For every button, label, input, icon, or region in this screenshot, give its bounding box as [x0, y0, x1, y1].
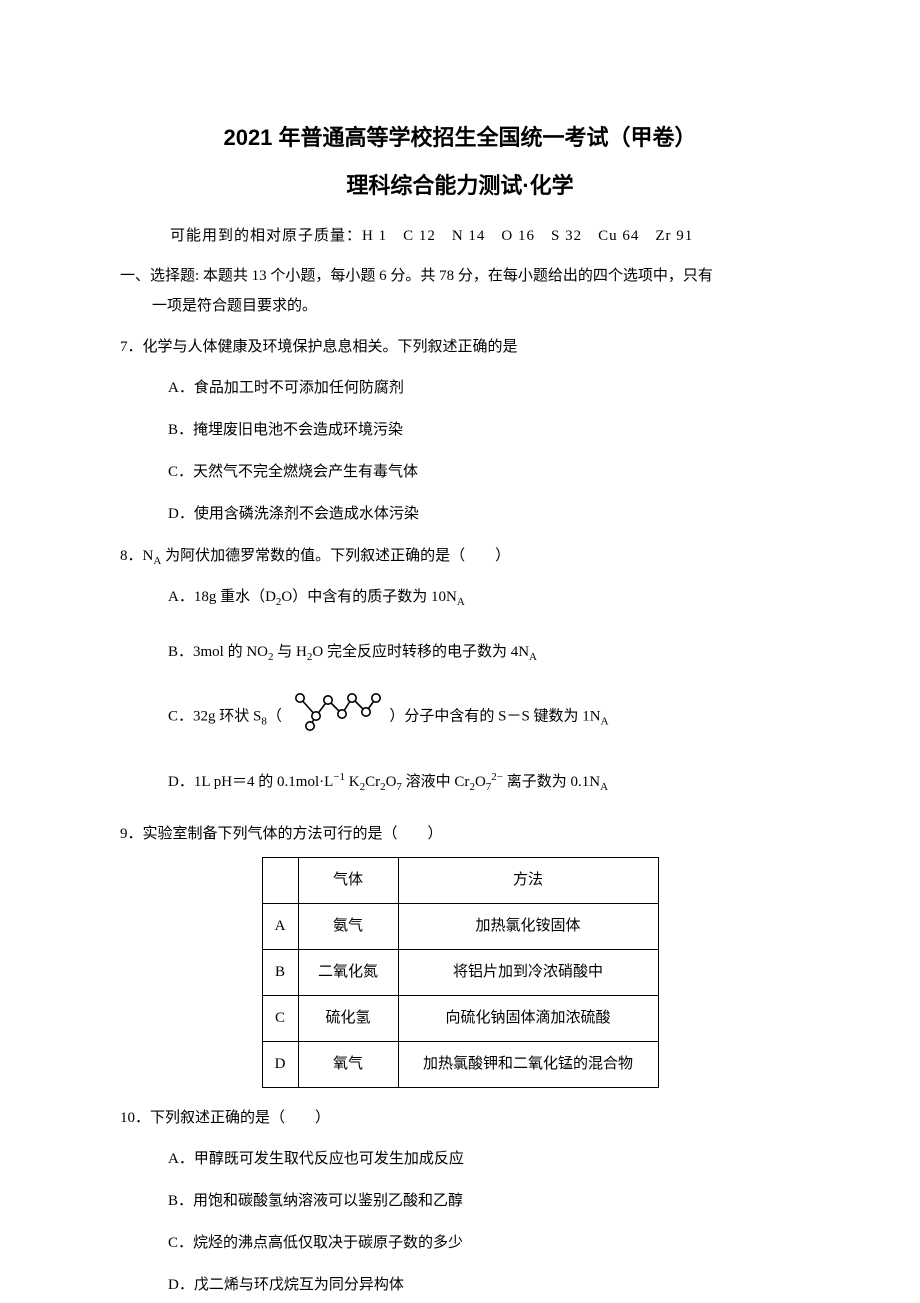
q9-th-gas: 气体	[298, 858, 398, 904]
q8-option-C: C．32g 环状 S8（ ）分子中含有的 S－S 键数为 1NA	[168, 688, 800, 746]
q9-table: 气体 方法 A 氨气 加热氯化铵固体 B 二氧化氮 将铝片加到冷浓硝酸中 C 硫…	[262, 857, 659, 1088]
exam-title-sub: 理科综合能力测试·化学	[120, 168, 800, 200]
q8-D-mid3: O	[386, 774, 397, 790]
q8-C-mid: （	[267, 708, 282, 724]
exam-title-main: 2021 年普通高等学校招生全国统一考试（甲卷）	[120, 120, 800, 152]
q8-B-mid1: 与 H	[274, 644, 307, 660]
section-1-line2: 一项是符合题目要求的。	[152, 291, 800, 321]
q8-D-mid1: K	[345, 774, 360, 790]
q10-option-D: D．戊二烯与环戊烷互为同分异构体	[168, 1267, 800, 1303]
q7-option-C: C．天然气不完全燃烧会产生有毒气体	[168, 454, 800, 490]
q9-r0-method: 加热氯化铵固体	[398, 904, 658, 950]
q9-r3-idx: D	[262, 1042, 298, 1088]
table-row: B 二氧化氮 将铝片加到冷浓硝酸中	[262, 950, 658, 996]
q9-r1-idx: B	[262, 950, 298, 996]
q7-stem: 7．化学与人体健康及环境保护息息相关。下列叙述正确的是	[120, 331, 800, 364]
question-9: 9．实验室制备下列气体的方法可行的是（ ） 气体 方法 A 氨气 加热氯化铵固体…	[120, 818, 800, 1088]
q9-r2-method: 向硫化钠固体滴加浓硫酸	[398, 996, 658, 1042]
q9-r0-idx: A	[262, 904, 298, 950]
q8-B-mid2: O 完全反应时转移的电子数为 4N	[312, 644, 529, 660]
q7-option-B: B．掩埋废旧电池不会造成环境污染	[168, 412, 800, 448]
q9-r1-method: 将铝片加到冷浓硝酸中	[398, 950, 658, 996]
q8-stem-post: 为阿伏加德罗常数的值。下列叙述正确的是（ ）	[161, 548, 510, 564]
q8-B-pre: B．3mol 的 NO	[168, 644, 268, 660]
q8-option-A: A．18g 重水（D2O）中含有的质子数为 10NA	[168, 579, 800, 615]
ring-s8-icon	[286, 688, 386, 746]
question-7: 7．化学与人体健康及环境保护息息相关。下列叙述正确的是 A．食品加工时不可添加任…	[120, 331, 800, 532]
q8-D-mid5: O	[475, 774, 486, 790]
q8-D-sub6: A	[600, 781, 608, 793]
q8-D-mid4: 溶液中 Cr	[402, 774, 470, 790]
question-10: 10．下列叙述正确的是（ ） A．甲醇既可发生取代反应也可发生加成反应 B．用饱…	[120, 1102, 800, 1303]
q8-num: 8．	[120, 548, 143, 564]
section-1-heading: 一、选择题: 本题共 13 个小题，每小题 6 分。共 78 分，在每小题给出的…	[120, 261, 800, 321]
table-row: C 硫化氢 向硫化钠固体滴加浓硫酸	[262, 996, 658, 1042]
q8-C-pre: C．32g 环状 S	[168, 708, 261, 724]
q9-r3-method: 加热氯酸钾和二氧化锰的混合物	[398, 1042, 658, 1088]
table-row: D 氧气 加热氯酸钾和二氧化锰的混合物	[262, 1042, 658, 1088]
atomic-mass-line: 可能用到的相对原子质量：H 1 C 12 N 14 O 16 S 32 Cu 6…	[170, 224, 800, 245]
q8-B-sub3: A	[529, 651, 537, 663]
section-1-line1: 一、选择题: 本题共 13 个小题，每小题 6 分。共 78 分，在每小题给出的…	[120, 268, 713, 284]
table-header-row: 气体 方法	[262, 858, 658, 904]
q9-stem: 9．实验室制备下列气体的方法可行的是（ ）	[120, 818, 800, 851]
question-8: 8．NA 为阿伏加德罗常数的值。下列叙述正确的是（ ） A．18g 重水（D2O…	[120, 540, 800, 800]
q8-option-B: B．3mol 的 NO2 与 H2O 完全反应时转移的电子数为 4NA	[168, 634, 800, 670]
q8-C-sub2: A	[601, 715, 609, 727]
q9-r2-idx: C	[262, 996, 298, 1042]
q9-th-method: 方法	[398, 858, 658, 904]
q8-A-mid: O）中含有的质子数为 10N	[281, 589, 456, 605]
q9-th-blank	[262, 858, 298, 904]
q8-N: N	[143, 548, 154, 564]
table-row: A 氨气 加热氯化铵固体	[262, 904, 658, 950]
q10-option-A: A．甲醇既可发生取代反应也可发生加成反应	[168, 1141, 800, 1177]
q8-stem: 8．NA 为阿伏加德罗常数的值。下列叙述正确的是（ ）	[120, 540, 800, 573]
q8-A-pre: A．18g 重水（D	[168, 589, 276, 605]
q8-D-sup2: 2−	[491, 771, 503, 783]
q8-C-post1: ）分子中含有的 S－S 键数为 1N	[389, 708, 600, 724]
q8-D-mid2: Cr	[365, 774, 380, 790]
q10-stem: 10．下列叙述正确的是（ ）	[120, 1102, 800, 1135]
q10-option-B: B．用饱和碳酸氢纳溶液可以鉴别乙酸和乙醇	[168, 1183, 800, 1219]
q10-option-C: C．烷烃的沸点高低仅取决于碳原子数的多少	[168, 1225, 800, 1261]
q9-r0-gas: 氨气	[298, 904, 398, 950]
q7-option-D: D．使用含磷洗涤剂不会造成水体污染	[168, 496, 800, 532]
q8-D-pre: D．1L pH＝4 的 0.1mol·L	[168, 774, 333, 790]
q8-D-post: 离子数为 0.1N	[503, 774, 600, 790]
q8-option-D: D．1L pH＝4 的 0.1mol·L−1 K2Cr2O7 溶液中 Cr2O7…	[168, 764, 800, 800]
q9-r2-gas: 硫化氢	[298, 996, 398, 1042]
q9-r3-gas: 氧气	[298, 1042, 398, 1088]
q7-option-A: A．食品加工时不可添加任何防腐剂	[168, 370, 800, 406]
q8-A-sub2: A	[457, 596, 465, 608]
q8-D-sup1: −1	[333, 771, 345, 783]
q9-r1-gas: 二氧化氮	[298, 950, 398, 996]
